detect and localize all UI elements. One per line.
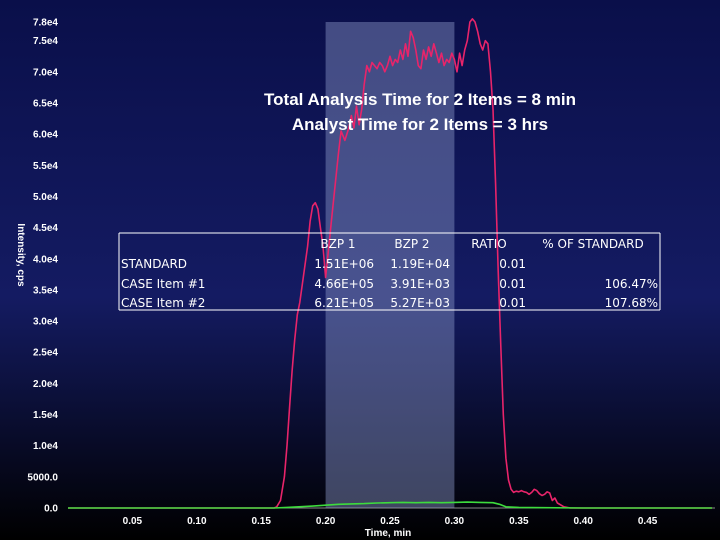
- y-tick-label: 6.5e4: [33, 99, 58, 110]
- y-tick-label: 4.5e4: [33, 223, 58, 234]
- table-cell: 0.01: [499, 277, 526, 291]
- table-header-bzp2: BZP 2: [394, 237, 429, 251]
- y-axis-label: Intensity, cps: [15, 223, 26, 287]
- x-tick-label: 0.30: [445, 516, 465, 527]
- x-axis-label: Time, min: [365, 528, 412, 539]
- y-tick-label: 5000.0: [27, 472, 58, 483]
- y-tick-label: 3.0e4: [33, 317, 58, 328]
- x-tick-label: 0.15: [251, 516, 271, 527]
- table-cell: 6.21E+05: [314, 296, 374, 310]
- table-row-label: CASE Item #2: [121, 296, 205, 310]
- y-tick-label: 3.5e4: [33, 285, 58, 296]
- annotation-line-1: Total Analysis Time for 2 Items = 8 min: [264, 90, 576, 109]
- table-cell: 0.01: [499, 296, 526, 310]
- summary-table: BZP 1 BZP 2 RATIO % OF STANDARD STANDARD…: [118, 232, 661, 311]
- table-cell: 4.66E+05: [314, 277, 374, 291]
- table-cell: 106.47%: [605, 277, 658, 291]
- x-tick-label: 0.20: [316, 516, 336, 527]
- y-tick-label: 6.0e4: [33, 130, 58, 141]
- x-tick-label: 0.45: [638, 516, 658, 527]
- table-cell: 107.68%: [605, 296, 658, 310]
- x-tick-label: 0.25: [380, 516, 400, 527]
- table-row-label: CASE Item #1: [121, 277, 205, 291]
- x-tick-label: 0.10: [187, 516, 207, 527]
- y-tick-label: 5.5e4: [33, 161, 58, 172]
- table-cell: 0.01: [499, 257, 526, 271]
- table-cell: 1.19E+04: [390, 257, 450, 271]
- y-tick-label: 1.0e4: [33, 441, 58, 452]
- table-header-ratio: RATIO: [471, 237, 506, 251]
- y-tick-label: 4.0e4: [33, 254, 58, 265]
- table-cell: 3.91E+03: [390, 277, 450, 291]
- y-tick-label: 2.5e4: [33, 348, 58, 359]
- x-tick-label: 0.05: [123, 516, 143, 527]
- table-header-pct-standard: % OF STANDARD: [542, 237, 643, 251]
- highlight-band: [325, 22, 455, 508]
- table-row-label: STANDARD: [121, 257, 187, 271]
- y-tick-label: 1.5e4: [33, 410, 58, 421]
- table-cell: 1.51E+06: [314, 257, 374, 271]
- annotation-line-2: Analyst Time for 2 Items = 3 hrs: [292, 115, 548, 134]
- table-header-bzp1: BZP 1: [320, 237, 355, 251]
- table-cell: 5.27E+03: [390, 296, 450, 310]
- y-tick-label: 7.8e4: [33, 18, 58, 29]
- y-tick-label: 5.0e4: [33, 192, 58, 203]
- series-line-2: [68, 501, 712, 509]
- x-tick-label: 0.35: [509, 516, 529, 527]
- x-tick-label: 0.40: [573, 516, 593, 527]
- y-tick-label: 7.0e4: [33, 67, 58, 78]
- series-line-1: [68, 18, 712, 509]
- y-tick-label: 0.0: [44, 504, 58, 515]
- y-tick-label: 7.5e4: [33, 36, 58, 47]
- y-tick-label: 2.0e4: [33, 379, 58, 390]
